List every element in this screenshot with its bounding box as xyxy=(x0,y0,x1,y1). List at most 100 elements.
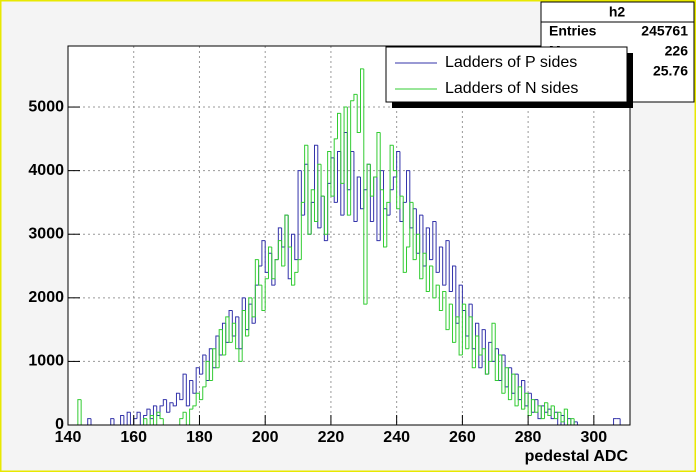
x-tick-label: 240 xyxy=(383,429,410,446)
histogram-bin xyxy=(261,285,266,312)
histogram-bin xyxy=(553,405,558,420)
histogram-bin xyxy=(241,310,246,362)
histogram-bin xyxy=(353,151,358,223)
histogram-bin xyxy=(179,418,184,425)
histogram-bin xyxy=(248,297,253,336)
histogram-bin xyxy=(317,163,322,222)
histogram-bin xyxy=(563,408,568,422)
histogram-bin xyxy=(478,335,483,356)
histogram-bin xyxy=(274,259,279,279)
histogram-bin xyxy=(406,246,410,273)
histogram-bin xyxy=(402,196,407,273)
histogram-bin xyxy=(399,151,404,223)
x-tick-label: 140 xyxy=(55,429,82,446)
y-tick-label: 3000 xyxy=(28,225,64,242)
histogram-bin xyxy=(507,367,512,401)
histogram-bin xyxy=(488,360,492,375)
histogram-bin xyxy=(540,405,545,420)
histogram-bin xyxy=(300,201,305,260)
histogram-bin xyxy=(550,405,555,416)
histogram-bin xyxy=(146,408,151,416)
histogram-bin xyxy=(284,214,289,267)
histogram-bin xyxy=(399,195,404,209)
histogram-bin xyxy=(360,68,364,133)
histogram-bin xyxy=(452,304,456,343)
stats-value: 226 xyxy=(665,43,689,59)
histogram-bin xyxy=(136,411,141,419)
histogram-bin xyxy=(406,170,410,203)
histogram-bin xyxy=(156,411,161,425)
histogram-bin xyxy=(244,310,249,337)
histogram-bin xyxy=(356,94,361,133)
histogram-bin xyxy=(429,227,433,261)
histogram-bin xyxy=(198,393,203,401)
histogram-bin xyxy=(369,164,374,197)
histogram-bin xyxy=(445,291,450,331)
histogram-bin xyxy=(383,189,387,248)
x-tick-label: 260 xyxy=(449,429,476,446)
histogram-bin xyxy=(192,380,197,394)
histogram-bin xyxy=(271,246,276,280)
histogram-bin xyxy=(435,284,440,298)
histogram-bin xyxy=(350,100,354,216)
histogram-bin xyxy=(346,107,351,216)
stats-value: 25.76 xyxy=(653,63,688,79)
histogram-bin xyxy=(501,355,506,394)
histogram-bin xyxy=(238,348,243,362)
x-tick-label: 220 xyxy=(318,429,345,446)
histogram-bin xyxy=(281,240,285,267)
histogram-bin xyxy=(205,360,210,387)
legend-label: Ladders of N sides xyxy=(445,80,578,97)
histogram-bin xyxy=(162,399,167,406)
histogram-bin xyxy=(169,402,174,413)
x-tick-label: 180 xyxy=(186,429,213,446)
histogram-bin xyxy=(192,405,197,410)
histogram-bin xyxy=(389,144,394,203)
histogram-bin xyxy=(313,189,318,223)
histogram-bin xyxy=(544,402,548,419)
histogram-bin xyxy=(438,285,443,312)
histogram-bin xyxy=(534,399,538,413)
histogram-bin xyxy=(461,303,466,356)
histogram-bin xyxy=(327,151,331,235)
histogram-bin xyxy=(336,112,341,139)
histogram-bin xyxy=(448,303,453,330)
histogram-bin xyxy=(386,201,391,247)
histogram-bin xyxy=(215,348,220,369)
histogram-bin xyxy=(267,246,272,279)
histogram-bin xyxy=(435,221,440,273)
histogram-bin xyxy=(159,412,164,420)
histogram-bin xyxy=(238,316,243,350)
histogram-bin xyxy=(521,386,525,410)
histogram-bin xyxy=(212,348,216,381)
histogram-bin xyxy=(560,412,565,423)
x-tick-label: 280 xyxy=(515,429,542,446)
histogram-bin xyxy=(392,176,397,190)
histogram-bin xyxy=(517,386,522,406)
histogram-bin xyxy=(290,246,295,286)
x-axis-label: pedestal ADC xyxy=(525,448,629,465)
histogram-bin xyxy=(392,145,397,172)
histogram-bin xyxy=(445,240,450,286)
histogram-bin xyxy=(221,329,226,356)
stats-label: Entries xyxy=(549,23,597,39)
histogram-bin xyxy=(166,399,170,413)
histogram-bin xyxy=(396,151,400,177)
histogram-bin xyxy=(498,354,502,381)
histogram-bin xyxy=(438,246,443,273)
histogram-bin xyxy=(189,408,193,425)
histogram-bin xyxy=(304,144,308,203)
histogram-bin xyxy=(110,418,115,425)
histogram-bin xyxy=(258,259,262,286)
histogram-bin xyxy=(264,240,269,273)
histogram-bin xyxy=(494,323,499,381)
histogram-bin xyxy=(251,297,256,318)
histogram-bin xyxy=(570,418,575,425)
histogram-bin xyxy=(366,163,371,305)
histogram-bin xyxy=(323,196,328,235)
histogram-bin xyxy=(412,202,417,261)
histogram-bin xyxy=(547,402,552,416)
histogram-bin xyxy=(336,151,341,203)
histogram-bin xyxy=(297,170,302,260)
